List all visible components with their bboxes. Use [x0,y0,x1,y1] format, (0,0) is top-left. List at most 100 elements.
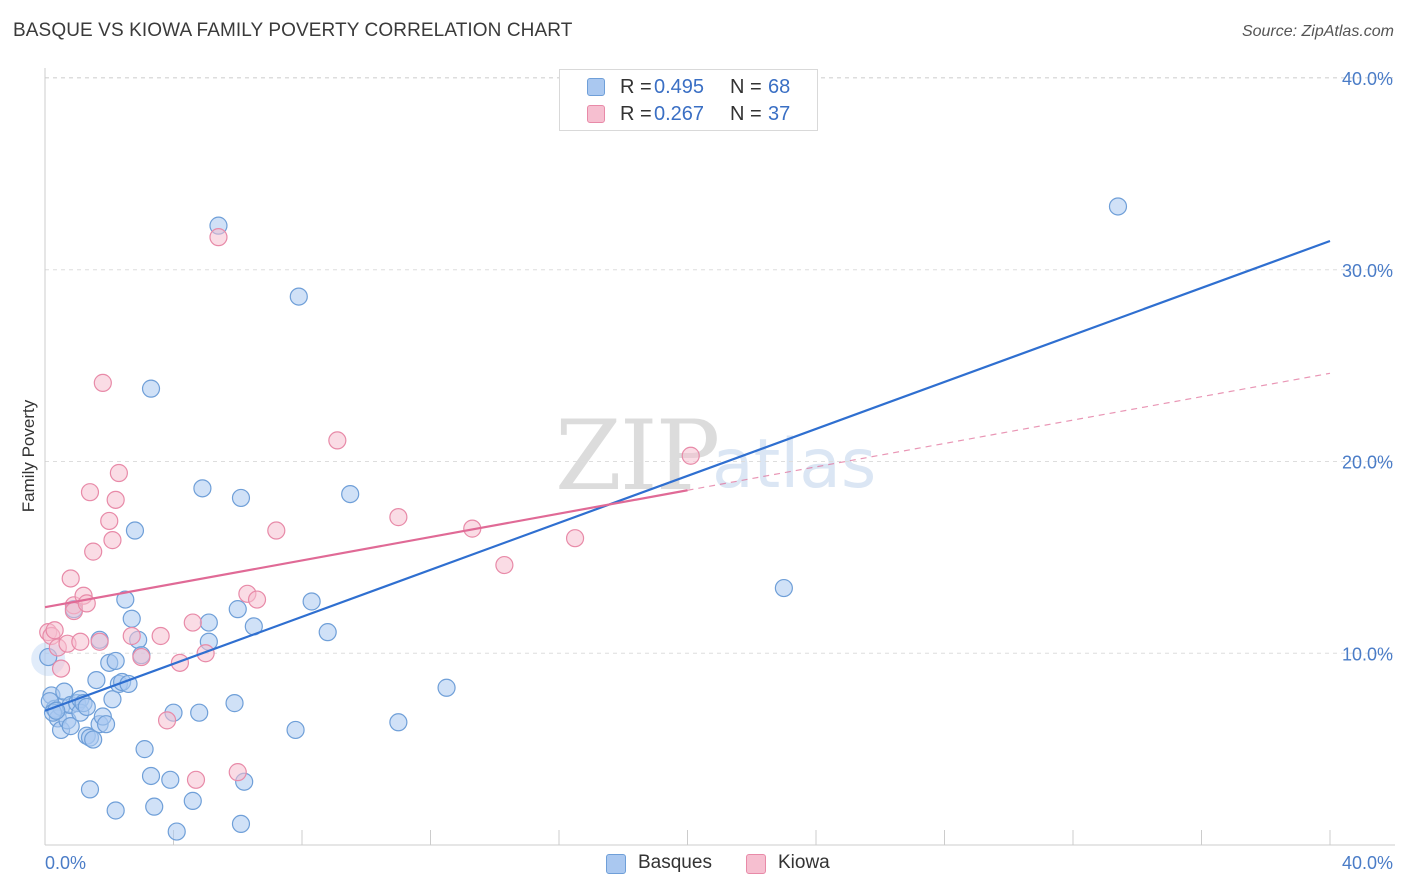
kiowa-point [196,644,215,663]
trend-layer [44,239,1331,712]
basque-point [145,797,164,816]
legend-swatch-basques [587,78,605,96]
kiowa-point [45,621,64,640]
kiowa-point [93,373,112,392]
basque-point [774,578,793,598]
kiowa-point [103,531,122,550]
basque-point [141,766,161,786]
x-tick-label-max: 40.0% [1342,853,1393,873]
legend-row-kiowa: R = 0.267 N = 37 [560,101,817,128]
kiowa-point [122,626,141,646]
basque-point [167,822,186,841]
basque-point [231,814,251,834]
basque-point [341,484,360,504]
kiowa-point [681,446,700,465]
basque-point [289,287,308,306]
legend-r-value: 0.267 [654,103,705,125]
basque-point [228,600,247,619]
bottom-legend-label-basques: Basques [638,852,712,873]
legend-n-label: N = [730,103,762,125]
kiowa-point [90,632,109,651]
basque-point [61,717,80,736]
trend-line-kiowa-extrapolated [687,372,1331,491]
y-tick-label: 20.0% [1342,453,1393,473]
kiowa-point [100,511,119,531]
watermark-atlas: atlas [712,425,877,504]
kiowa-point [565,529,585,548]
kiowa-point [151,626,170,646]
basque-point [389,713,408,732]
y-tick-label: 40.0% [1342,69,1393,89]
kiowa-point [247,590,267,609]
y-tick-label: 30.0% [1342,261,1393,281]
bottom-swatch-basques [606,854,626,874]
kiowa-point [183,613,202,632]
y-tick-label: 10.0% [1342,644,1393,664]
legend-n-label: N = [730,76,762,98]
kiowa-point [84,542,103,561]
basque-point [116,590,135,609]
kiowa-point [61,569,80,588]
legend-r-label: R = [620,103,652,125]
kiowa-point [389,508,408,527]
basque-point [183,791,202,810]
kiowa-point [157,711,177,730]
basque-point [199,613,218,632]
basque-point [231,488,251,508]
x-tick-label-min: 0.0% [45,853,86,873]
chart-title: BASQUE VS KIOWA FAMILY POVERTY CORRELATI… [13,20,573,41]
kiowa-point [109,463,128,483]
legend-r-label: R = [620,76,652,98]
basque-point [122,609,141,628]
basque-point [193,479,212,498]
basque-point [302,592,321,611]
kiowa-point [228,763,247,782]
legend-r-value: 0.495 [654,76,705,98]
basque-point [87,670,106,690]
kiowa-point [209,228,228,247]
basque-point [161,770,180,789]
kiowa-point [328,431,347,450]
legend-swatch-kiowa [587,105,605,123]
basque-point [125,521,145,540]
basque-point [190,703,209,722]
bottom-swatch-kiowa [746,854,766,874]
kiowa-point [186,770,206,789]
legend-n-value: 37 [768,103,791,125]
basque-point [103,690,122,709]
kiowa-point [132,647,151,667]
basque-point [80,780,100,799]
correlation-legend: R = 0.495 N = 68 R = 0.267 N = 37 [559,69,818,131]
kiowa-point [106,490,125,509]
basque-point [106,801,125,820]
kiowa-point [51,659,71,678]
basque-point [84,730,103,749]
basque-point [141,379,161,398]
basque-point [96,715,116,734]
kiowa-point [495,555,514,575]
y-axis-title: Family Poverty [19,399,38,512]
kiowa-point [80,483,100,502]
basque-point [286,720,305,740]
kiowa-point [267,521,286,540]
basque-point [1108,197,1128,216]
bottom-legend-label-kiowa: Kiowa [778,852,830,873]
basque-point [318,623,337,642]
trend-line-kiowa [44,489,688,609]
points-layer [31,197,1128,841]
basque-point [77,697,96,717]
kiowa-point [71,632,90,651]
legend-row-basques: R = 0.495 N = 68 [560,74,817,101]
legend-n-value: 68 [768,76,791,98]
trend-line-basques [44,239,1331,712]
label-layer: 10.0% 20.0% 30.0% 40.0% 0.0% 40.0% Family Pove… [19,69,1393,873]
chart-source: Source: ZipAtlas.com [1241,23,1394,40]
kiowa-point [170,653,190,672]
basque-point [437,678,456,697]
axis-layer [44,68,1395,846]
basque-point [225,694,244,713]
basque-point [106,651,125,671]
basque-point [135,740,154,759]
